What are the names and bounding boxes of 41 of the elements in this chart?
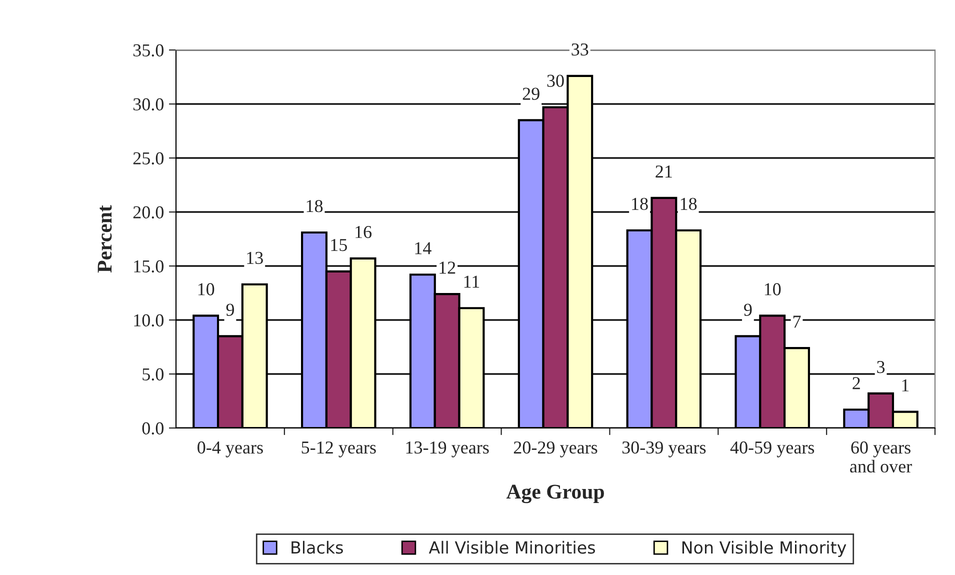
x-tick-label: 30-39 years [622,441,706,458]
y-tick-label: 35.0 [133,44,164,57]
data-label: 14 [415,242,432,254]
data-label: 18 [680,198,697,210]
legend-label: Non Visible Minority [682,540,846,557]
data-label: 13 [247,252,263,264]
data-label: 7 [793,316,801,328]
data-label: 29 [522,88,540,100]
x-tick-label: 13-19 years [406,441,489,458]
x-tick-label: 20-29 years [514,441,598,458]
data-label: 30 [547,74,564,87]
x-axis-title: Age Group [506,484,604,504]
data-label: 10 [764,283,781,296]
y-tick-label: 0.0 [142,422,164,435]
data-label: 16 [356,226,372,238]
data-label: 10 [198,283,214,296]
y-tick-label: 20.0 [133,206,164,219]
legend-label: All Visible Minorities [428,540,595,554]
data-label: 12 [440,262,456,274]
data-label: 9 [226,304,234,316]
data-label: 18 [632,198,648,210]
legend-label: Blacks [292,540,343,554]
y-axis-title: Percent [98,205,112,273]
x-tick-label: 5-12 years [302,441,376,458]
y-tick-label: 25.0 [133,152,164,165]
data-label: 15 [331,238,347,252]
data-label: 33 [572,43,588,56]
data-label: 9 [744,304,752,316]
y-tick-label: 5.0 [142,368,164,381]
x-tick-label: 60 years and over [850,441,912,473]
y-tick-label: 30.0 [133,98,164,111]
data-label: 1 [902,379,909,392]
data-label: 3 [877,360,885,374]
data-label: 21 [656,165,672,178]
data-label: 18 [306,200,323,212]
data-label: 2 [852,377,860,390]
y-tick-label: 10.0 [134,314,164,327]
y-tick-label: 15.0 [134,260,164,273]
x-tick-label: 0-4 years [198,441,263,458]
x-tick-label: 40-59 years [730,441,814,458]
data-label: 11 [464,276,480,288]
